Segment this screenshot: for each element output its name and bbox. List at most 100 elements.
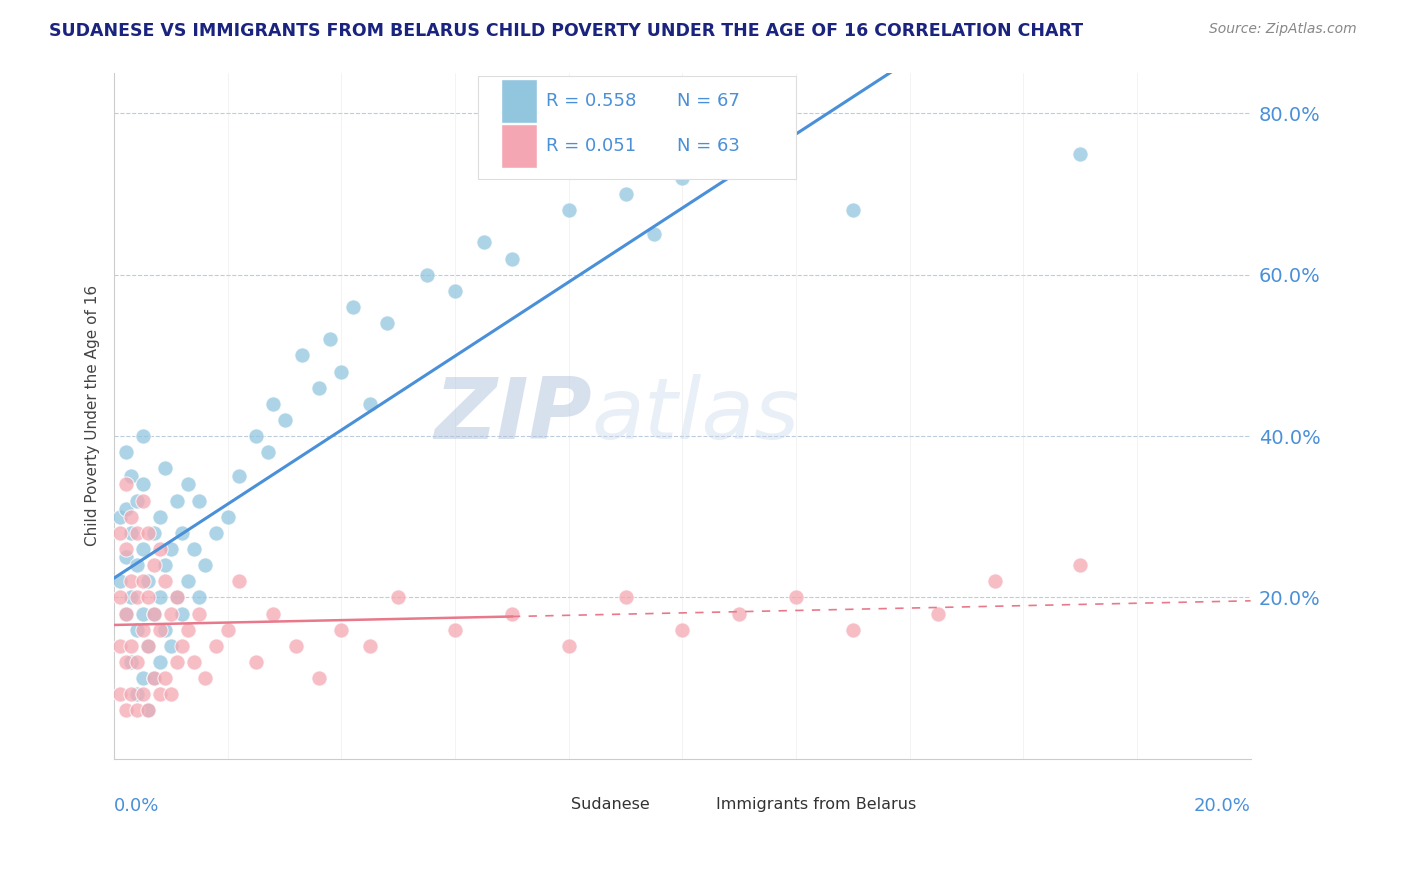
Point (155, 671, 177, 685)
Point (160, 639, 183, 653)
Point (245, 655, 267, 669)
Point (387, 591, 409, 605)
Point (342, 300, 364, 314)
Point (136, 703, 159, 717)
Point (228, 469, 250, 483)
Point (842, 623, 865, 637)
Point (172, 639, 194, 653)
Point (114, 501, 136, 516)
Text: R = 0.051: R = 0.051 (546, 137, 636, 155)
Point (143, 671, 166, 685)
Point (245, 429, 267, 443)
Point (155, 461, 177, 475)
FancyBboxPatch shape (478, 77, 796, 179)
Point (108, 591, 131, 605)
Point (149, 591, 172, 605)
Point (125, 493, 148, 508)
Point (728, 607, 751, 621)
Point (131, 477, 153, 491)
Point (444, 623, 467, 637)
Point (614, 186, 637, 201)
Point (842, 203, 865, 218)
FancyBboxPatch shape (538, 789, 568, 816)
Point (285, 639, 308, 653)
Point (108, 509, 131, 524)
Point (108, 525, 131, 540)
Point (501, 607, 523, 621)
Point (558, 639, 581, 653)
Point (183, 655, 205, 669)
Point (1069, 146, 1091, 161)
Point (194, 558, 217, 573)
Point (359, 397, 381, 411)
Point (125, 703, 148, 717)
Text: R = 0.558: R = 0.558 (546, 93, 637, 111)
Text: ZIP: ZIP (434, 375, 592, 458)
Point (166, 591, 188, 605)
Point (308, 671, 330, 685)
Point (149, 687, 172, 701)
Point (183, 541, 205, 556)
FancyBboxPatch shape (501, 124, 537, 168)
Point (143, 671, 166, 685)
Point (149, 541, 172, 556)
Point (131, 574, 153, 589)
Text: N = 67: N = 67 (676, 93, 740, 111)
Point (149, 509, 172, 524)
Point (160, 687, 183, 701)
Point (643, 227, 665, 242)
Point (262, 607, 284, 621)
Point (131, 607, 153, 621)
Point (172, 525, 194, 540)
Point (136, 525, 159, 540)
Point (143, 525, 166, 540)
Point (927, 607, 949, 621)
Point (155, 623, 177, 637)
Point (114, 655, 136, 669)
Point (155, 574, 177, 589)
Point (444, 284, 467, 298)
Point (188, 493, 211, 508)
Point (114, 607, 136, 621)
Point (136, 639, 159, 653)
Point (1069, 558, 1091, 573)
Point (131, 687, 153, 701)
Point (205, 639, 228, 653)
Point (160, 541, 183, 556)
Text: N = 63: N = 63 (676, 137, 740, 155)
Point (125, 525, 148, 540)
Text: Sudanese: Sudanese (571, 797, 650, 812)
Y-axis label: Child Poverty Under the Age of 16: Child Poverty Under the Age of 16 (86, 285, 100, 547)
Point (671, 623, 693, 637)
Point (120, 655, 142, 669)
Point (120, 639, 142, 653)
Point (114, 541, 136, 556)
Point (291, 348, 314, 362)
Point (125, 687, 148, 701)
Point (120, 687, 142, 701)
Point (172, 607, 194, 621)
Point (114, 477, 136, 491)
Point (188, 607, 211, 621)
Point (120, 509, 142, 524)
Point (785, 591, 807, 605)
Point (177, 574, 200, 589)
Point (131, 671, 153, 685)
Point (131, 541, 153, 556)
Point (671, 170, 693, 185)
Point (256, 445, 278, 459)
Point (194, 671, 217, 685)
FancyBboxPatch shape (682, 789, 711, 816)
Point (472, 235, 495, 250)
Point (166, 591, 188, 605)
Point (143, 607, 166, 621)
Point (984, 574, 1007, 589)
Point (120, 574, 142, 589)
Point (114, 445, 136, 459)
Text: 20.0%: 20.0% (1194, 797, 1250, 814)
Point (205, 525, 228, 540)
Point (131, 493, 153, 508)
Point (143, 558, 166, 573)
Point (108, 574, 131, 589)
Point (125, 558, 148, 573)
